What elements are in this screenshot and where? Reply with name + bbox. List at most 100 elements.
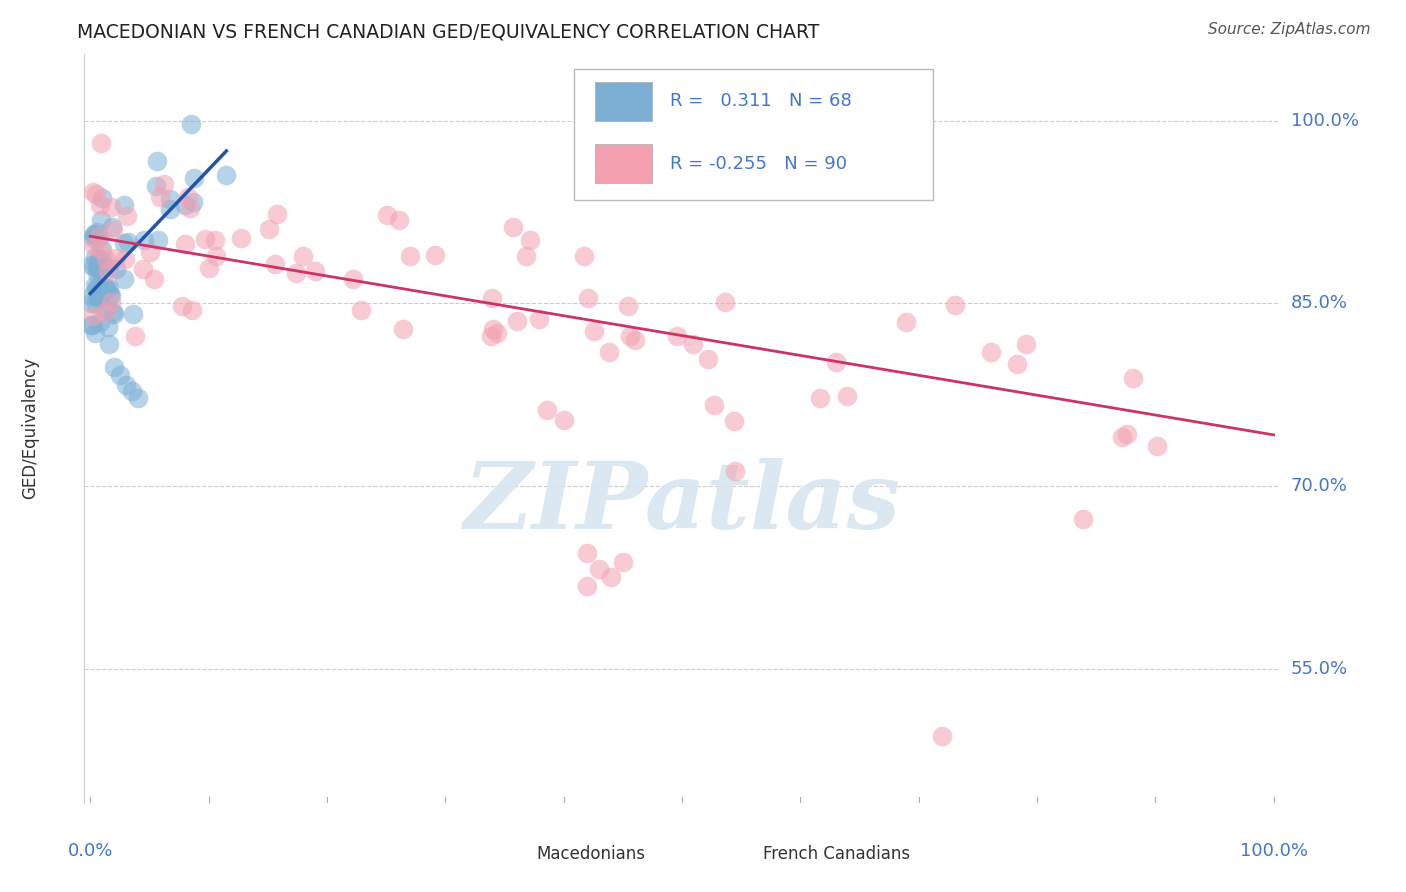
Point [931, 729, 953, 743]
Point [94, 305, 117, 319]
Point [139, 245, 162, 260]
Point [529, 312, 551, 326]
Point [159, 192, 181, 206]
Point [91, 253, 114, 268]
Point [146, 153, 169, 168]
Point [204, 233, 226, 247]
Point [600, 570, 623, 584]
Point [82, 318, 104, 333]
Point [90, 136, 112, 150]
Text: French Canadians: French Canadians [763, 845, 910, 863]
Point [121, 384, 143, 398]
Point [183, 170, 205, 185]
Point [96, 280, 118, 294]
Point [103, 305, 125, 319]
Point [682, 337, 704, 351]
Point [515, 249, 537, 263]
Point [553, 413, 575, 427]
Point [350, 303, 373, 318]
Point [152, 178, 174, 192]
Point [97, 337, 120, 351]
Point [423, 247, 446, 261]
Point [896, 315, 918, 329]
Point [375, 209, 398, 223]
Point [145, 178, 167, 193]
Point [82, 231, 104, 245]
Point [388, 213, 411, 227]
Point [86, 187, 108, 202]
Point [83, 227, 105, 242]
Point [86, 225, 108, 239]
Text: 100.0%: 100.0% [1240, 842, 1308, 860]
Point [132, 262, 155, 277]
Text: R =   0.311   N = 68: R = 0.311 N = 68 [671, 92, 852, 110]
Point [115, 209, 138, 223]
Point [578, 291, 600, 305]
Point [342, 272, 364, 286]
Point [87, 285, 110, 300]
Point [180, 117, 202, 131]
Point [291, 249, 314, 263]
Point [112, 272, 135, 286]
Point [1111, 430, 1133, 444]
Point [87, 260, 110, 275]
Point [100, 220, 122, 235]
Point [266, 207, 288, 221]
Point [263, 257, 285, 271]
Point [101, 223, 124, 237]
Point [149, 189, 172, 203]
Point [1146, 440, 1168, 454]
Point [215, 168, 238, 182]
Point [146, 233, 169, 247]
Point [1115, 426, 1137, 441]
Text: Source: ZipAtlas.com: Source: ZipAtlas.com [1208, 22, 1371, 37]
Point [91, 191, 114, 205]
Point [89, 252, 111, 266]
Point [172, 299, 194, 313]
Point [177, 190, 200, 204]
Point [87, 263, 110, 277]
Point [619, 329, 641, 343]
Text: R = -0.255   N = 90: R = -0.255 N = 90 [671, 154, 846, 173]
Point [624, 333, 647, 347]
Point [80, 259, 103, 273]
Point [90, 213, 112, 227]
Point [121, 307, 143, 321]
Point [124, 329, 146, 343]
Point [91, 280, 114, 294]
Text: 0.0%: 0.0% [67, 842, 112, 860]
Point [617, 299, 640, 313]
Point [103, 359, 125, 374]
Point [87, 228, 110, 243]
Point [80, 318, 103, 332]
Point [89, 252, 111, 267]
Point [481, 292, 503, 306]
Point [713, 295, 735, 310]
Point [86, 280, 108, 294]
Point [1005, 357, 1028, 371]
Point [231, 230, 253, 244]
Point [159, 202, 181, 216]
Point [506, 313, 529, 327]
Point [98, 260, 121, 275]
Point [399, 248, 422, 262]
Point [583, 324, 606, 338]
Point [83, 227, 105, 242]
Point [205, 249, 228, 263]
Point [89, 198, 111, 212]
Point [100, 289, 122, 303]
Point [598, 344, 620, 359]
Point [108, 368, 131, 383]
FancyBboxPatch shape [575, 69, 934, 200]
Point [127, 392, 149, 406]
Point [173, 198, 195, 212]
FancyBboxPatch shape [718, 843, 754, 865]
Text: GED/Equivalency: GED/Equivalency [21, 357, 39, 500]
Point [180, 303, 202, 318]
Point [536, 402, 558, 417]
Point [481, 322, 503, 336]
Text: ZIPatlas: ZIPatlas [464, 458, 900, 548]
Point [825, 355, 848, 369]
Point [89, 229, 111, 244]
Text: 100.0%: 100.0% [1291, 112, 1358, 129]
